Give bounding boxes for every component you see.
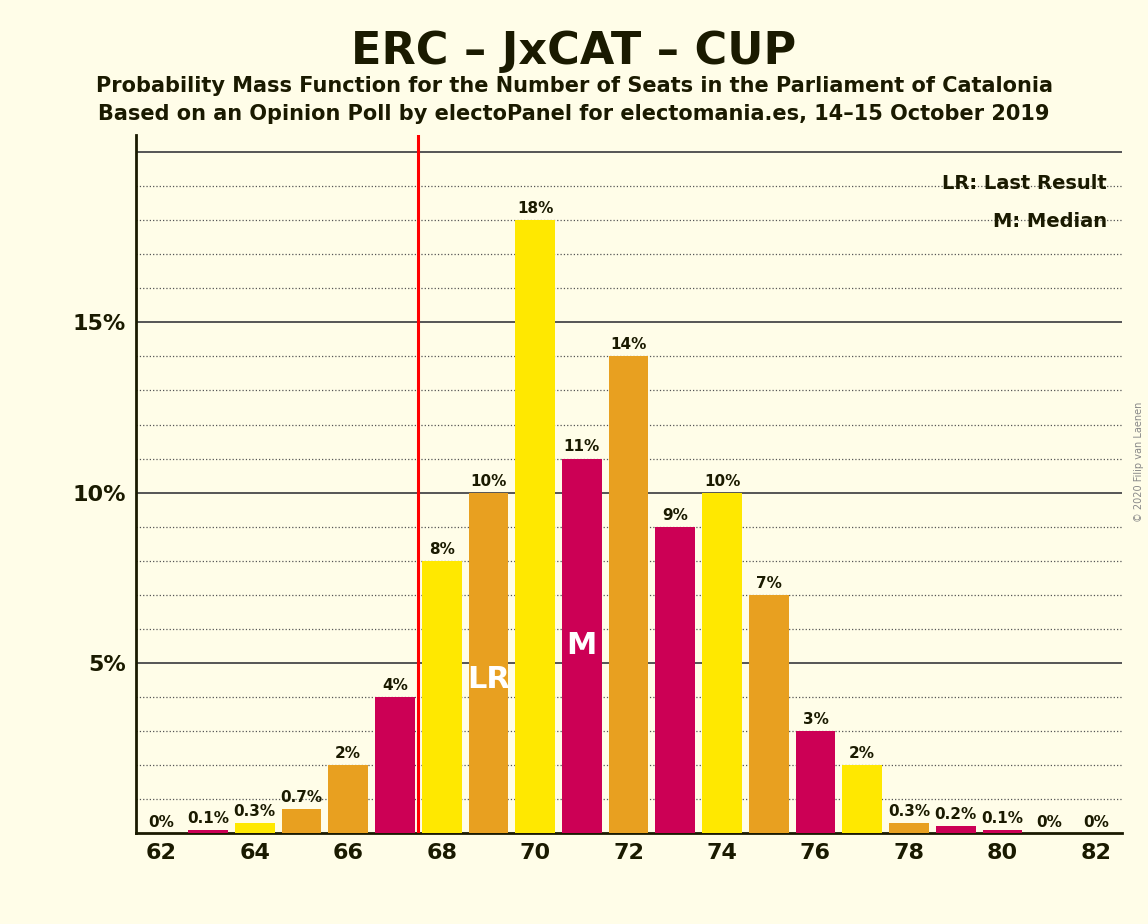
Bar (843, 765, 882, 833)
Text: LR: Last Result: LR: Last Result (943, 174, 1107, 192)
Bar (188, 830, 228, 833)
Text: 0%: 0% (148, 815, 174, 831)
Text: 0.3%: 0.3% (234, 804, 276, 819)
Text: M: Median: M: Median (993, 212, 1107, 231)
Text: © 2020 Filip van Laenen: © 2020 Filip van Laenen (1134, 402, 1143, 522)
Text: 8%: 8% (428, 541, 455, 556)
Text: Probability Mass Function for the Number of Seats in the Parliament of Catalonia: Probability Mass Function for the Number… (95, 76, 1053, 96)
Text: 11%: 11% (564, 440, 600, 455)
Text: 0%: 0% (1037, 815, 1062, 831)
Bar (563, 458, 602, 833)
Text: 10%: 10% (704, 473, 740, 489)
Bar (281, 809, 321, 833)
Bar (936, 826, 976, 833)
Bar (983, 830, 1022, 833)
Bar (468, 492, 509, 833)
Bar (703, 492, 742, 833)
Text: Based on an Opinion Poll by electoPanel for electomania.es, 14–15 October 2019: Based on an Opinion Poll by electoPanel … (99, 104, 1049, 125)
Text: 2%: 2% (850, 746, 875, 760)
Bar (375, 697, 414, 833)
Text: 0.1%: 0.1% (187, 810, 230, 825)
Bar (608, 357, 649, 833)
Text: 9%: 9% (662, 507, 689, 523)
Bar (515, 220, 554, 833)
Text: 14%: 14% (611, 337, 646, 352)
Text: 10%: 10% (471, 473, 506, 489)
Text: 0.7%: 0.7% (280, 790, 323, 805)
Text: 7%: 7% (755, 576, 782, 590)
Text: M: M (567, 631, 597, 661)
Text: 0%: 0% (1083, 815, 1109, 831)
Text: 0.2%: 0.2% (934, 808, 977, 822)
Bar (796, 731, 836, 833)
Bar (889, 823, 929, 833)
Text: 0.1%: 0.1% (982, 810, 1023, 825)
Text: 18%: 18% (517, 201, 553, 216)
Bar (235, 823, 274, 833)
Text: 4%: 4% (382, 678, 408, 693)
Text: 3%: 3% (802, 711, 829, 727)
Bar (656, 527, 696, 833)
Text: 2%: 2% (335, 746, 362, 760)
Bar (748, 595, 789, 833)
Bar (421, 561, 461, 833)
Text: LR: LR (467, 665, 510, 694)
Text: 0.3%: 0.3% (887, 804, 930, 819)
Text: ERC – JxCAT – CUP: ERC – JxCAT – CUP (351, 30, 797, 73)
Bar (328, 765, 369, 833)
